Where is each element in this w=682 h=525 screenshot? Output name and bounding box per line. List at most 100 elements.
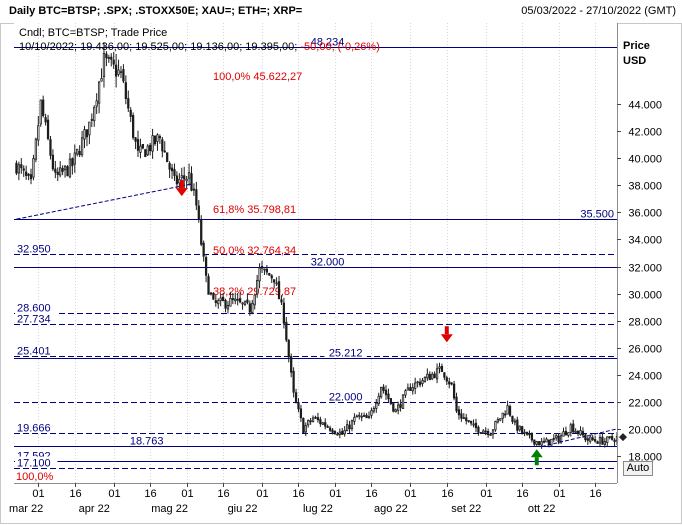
- candle-body: [83, 129, 86, 140]
- candle-body: [309, 420, 312, 423]
- candle-body: [229, 297, 232, 307]
- legend-series: Cndl; BTC=BTSP; Trade Price: [19, 27, 168, 39]
- x-tick-label: 01: [256, 488, 268, 500]
- candle-body: [127, 98, 130, 109]
- candle-body: [474, 422, 478, 429]
- candle-body: [445, 377, 448, 382]
- candle-body: [153, 135, 157, 145]
- candle-body: [448, 381, 451, 385]
- candle-body: [513, 420, 517, 423]
- candle-body: [117, 69, 120, 75]
- x-month-label: mar 22: [9, 503, 43, 515]
- fib-label: 38,2% 29.729,87: [213, 286, 296, 298]
- candle-body: [406, 387, 410, 391]
- candle-body: [472, 423, 475, 426]
- candle-body: [102, 53, 106, 77]
- candle-body: [452, 383, 456, 399]
- candle-body: [290, 356, 293, 373]
- candle-body: [85, 129, 89, 138]
- candle-body: [275, 282, 278, 285]
- last-price-marker-icon: [619, 433, 627, 442]
- x-tick-label: 01: [480, 488, 492, 500]
- legend-change: -50,00; (-0,26%): [300, 41, 380, 53]
- candle-body: [455, 396, 458, 412]
- candle-body: [185, 178, 188, 182]
- candle-body: [61, 168, 64, 172]
- candle-body: [97, 81, 101, 104]
- candle-body: [253, 294, 256, 306]
- candle-body: [358, 414, 361, 417]
- candle-body: [414, 382, 417, 389]
- candle-body: [576, 430, 580, 435]
- candle-body: [336, 433, 339, 436]
- candle-body: [241, 302, 244, 305]
- candle-body: [200, 219, 203, 245]
- x-tick-label: 16: [516, 488, 528, 500]
- level-label-bg: [324, 390, 367, 402]
- x-tick-label: 01: [32, 488, 44, 500]
- x-tick-label: 16: [144, 488, 156, 500]
- candle-body: [119, 71, 123, 74]
- candle-body: [479, 432, 482, 434]
- candle-body: [175, 175, 179, 185]
- candle-body: [260, 266, 264, 269]
- candle-body: [416, 381, 419, 384]
- candle-body: [141, 143, 144, 149]
- candle-body: [168, 163, 171, 170]
- candle-body: [418, 381, 422, 386]
- candle-body: [423, 376, 427, 382]
- candle-body: [88, 121, 91, 136]
- candle-body: [535, 441, 538, 445]
- candle-body: [76, 148, 79, 155]
- candle-body: [270, 275, 273, 279]
- level-label: 32.000: [311, 257, 345, 269]
- candle-body: [20, 164, 23, 169]
- candle-body: [316, 417, 320, 421]
- candle-body: [499, 418, 502, 421]
- candle-body: [581, 431, 585, 436]
- candle-body: [530, 433, 534, 441]
- candle-body: [258, 267, 261, 282]
- candle-body: [39, 99, 42, 125]
- candle-body: [44, 117, 47, 123]
- fib-label: 100,0% 45.622,27: [213, 71, 302, 83]
- level-label-bg: [15, 344, 58, 356]
- candle-body: [494, 421, 497, 431]
- fib-label: 50,0% 32.764,34: [213, 245, 296, 257]
- x-month-label: mag 22: [151, 503, 188, 515]
- candle-body: [287, 340, 290, 358]
- candle-body: [487, 430, 490, 436]
- candle-body: [29, 174, 33, 180]
- candle-body: [538, 441, 541, 446]
- candle-body: [27, 173, 30, 176]
- candle-body: [221, 296, 225, 302]
- candle-body: [504, 413, 507, 416]
- candle-body: [170, 167, 174, 172]
- candle-body: [307, 420, 310, 426]
- y-tick-label: 26.000: [628, 344, 662, 356]
- y-tick-label: 28.000: [628, 317, 662, 329]
- y-tick-label: 38.000: [628, 181, 662, 193]
- arrow-down-icon: [175, 180, 188, 197]
- level-label-bg: [324, 346, 367, 358]
- candle-body: [37, 125, 40, 141]
- candle-body: [438, 366, 441, 369]
- candle-body: [562, 431, 565, 437]
- x-month-label: apr 22: [79, 503, 110, 515]
- candle-body: [431, 373, 434, 380]
- candle-body: [399, 403, 402, 408]
- candle-body: [231, 298, 234, 301]
- chart-title: Daily BTC=BTSP; .SPX; .STOXX50E; XAU=; E…: [9, 5, 303, 17]
- candle-body: [598, 437, 602, 444]
- auto-scale-button[interactable]: Auto: [623, 461, 653, 476]
- candle-body: [59, 167, 62, 176]
- candle-body: [190, 173, 193, 191]
- candle-body: [236, 298, 239, 301]
- level-label: 17.100: [17, 458, 51, 470]
- candle-body: [195, 189, 198, 206]
- candle-body: [613, 439, 616, 443]
- candle-body: [542, 440, 546, 443]
- candle-body: [197, 205, 200, 220]
- candle-body: [435, 368, 439, 380]
